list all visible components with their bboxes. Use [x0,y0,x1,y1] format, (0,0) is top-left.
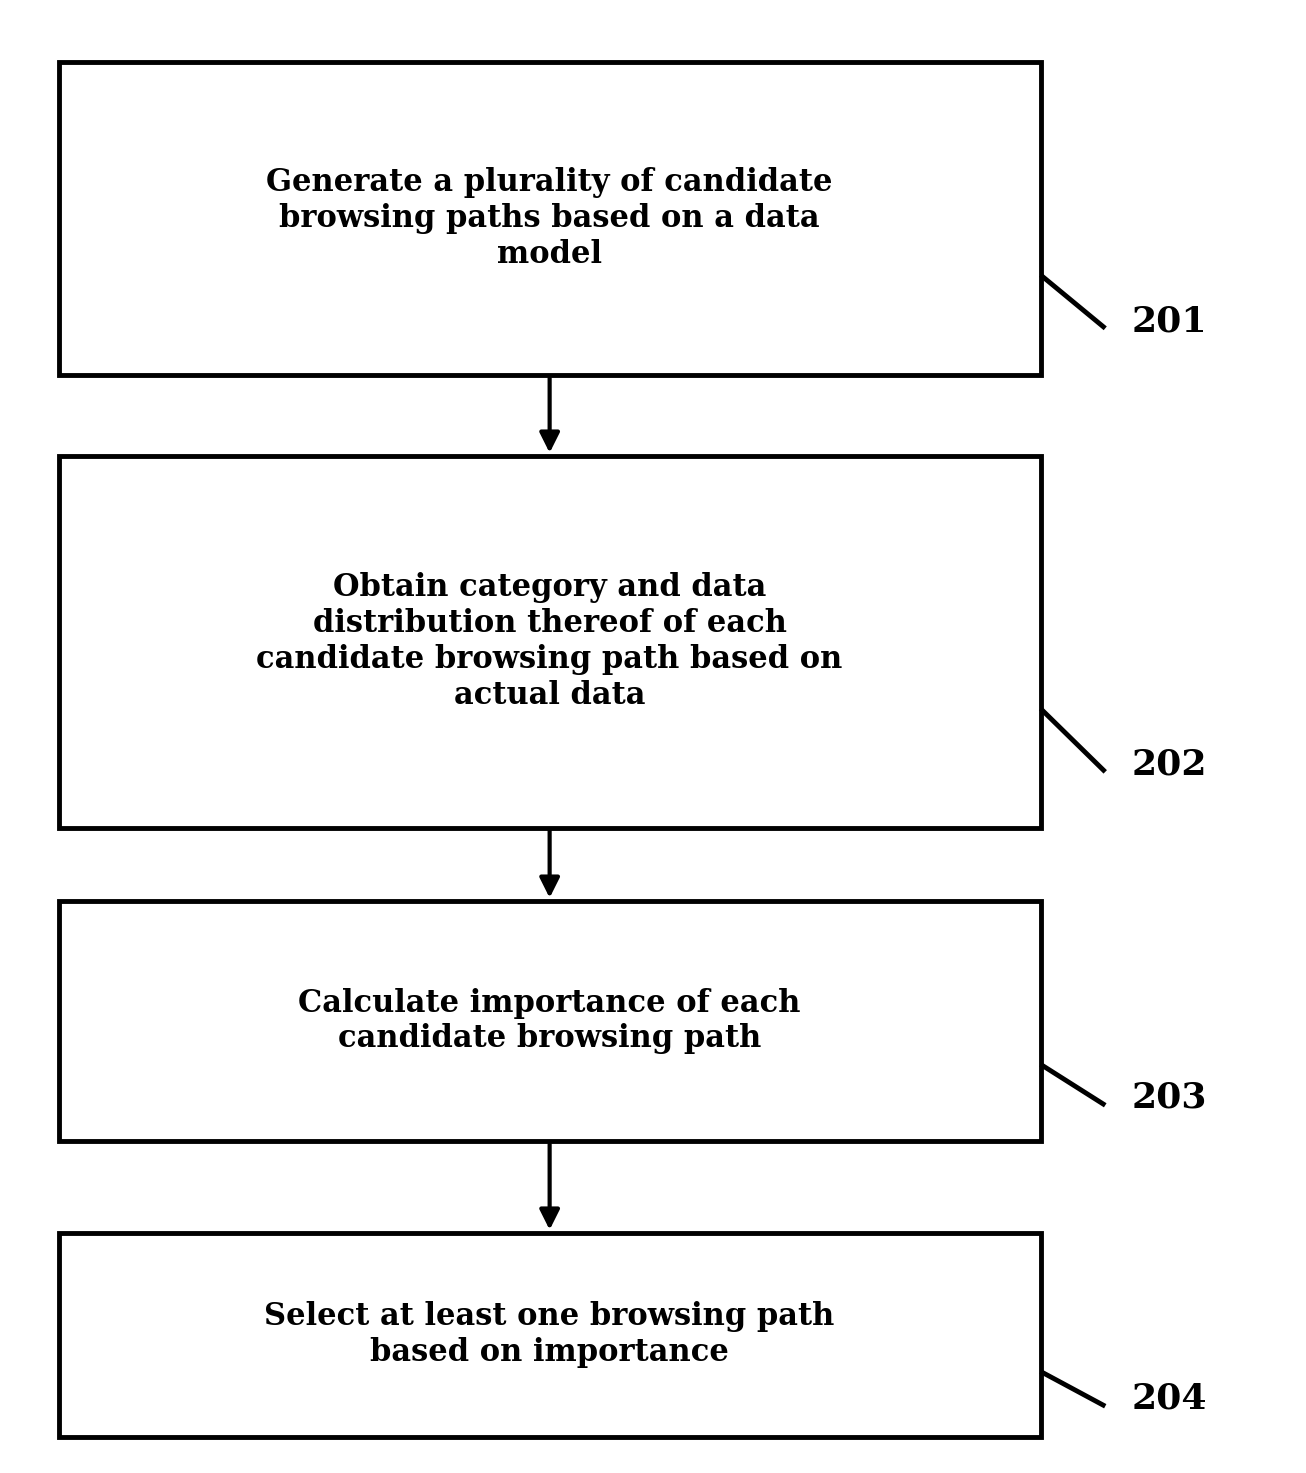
Text: Select at least one browsing path
based on importance: Select at least one browsing path based … [264,1301,835,1368]
Bar [59,900,1041,1142]
Bar [59,455,1041,828]
Text: 202: 202 [1131,748,1207,782]
Text: Generate a plurality of candidate
browsing paths based on a data
model: Generate a plurality of candidate browsi… [266,168,833,270]
Text: Calculate importance of each
candidate browsing path: Calculate importance of each candidate b… [298,987,801,1055]
Text: 203: 203 [1131,1081,1207,1115]
Text: Obtain category and data
distribution thereof of each
candidate browsing path ba: Obtain category and data distribution th… [256,573,842,711]
Bar [59,62,1041,376]
Text: 204: 204 [1131,1382,1207,1416]
Text: 201: 201 [1131,303,1207,337]
Bar [59,1233,1041,1436]
